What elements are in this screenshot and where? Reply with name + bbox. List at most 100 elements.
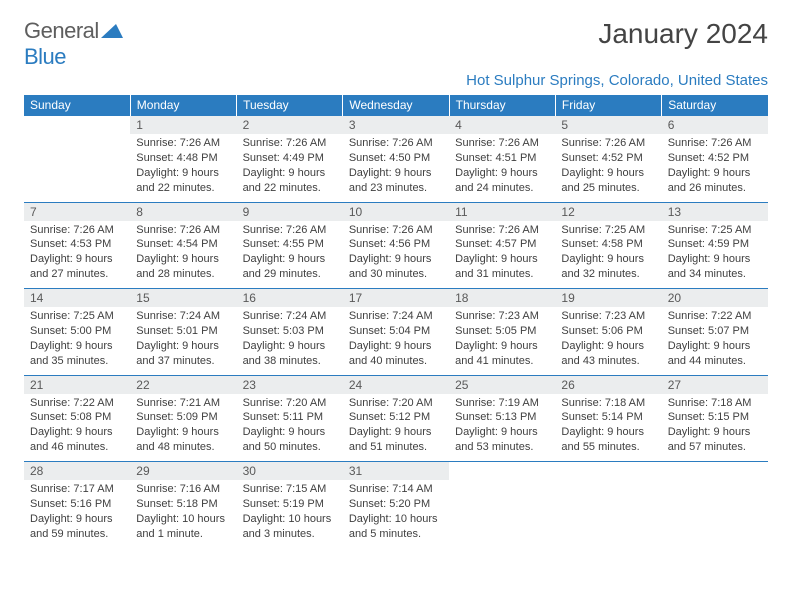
day-content-cell: Sunrise: 7:26 AMSunset: 4:52 PMDaylight:… bbox=[662, 134, 768, 202]
sunrise-line: Sunrise: 7:20 AM bbox=[349, 396, 443, 411]
sunset-line: Sunset: 5:01 PM bbox=[136, 324, 230, 339]
weekday-header: Wednesday bbox=[343, 95, 449, 116]
daylight-line: Daylight: 9 hours and 25 minutes. bbox=[561, 166, 655, 196]
weekday-header: Saturday bbox=[662, 95, 768, 116]
sunset-line: Sunset: 5:20 PM bbox=[349, 497, 443, 512]
sunrise-line: Sunrise: 7:14 AM bbox=[349, 482, 443, 497]
daylight-line: Daylight: 9 hours and 41 minutes. bbox=[455, 339, 549, 369]
daylight-line: Daylight: 9 hours and 50 minutes. bbox=[243, 425, 337, 455]
day-content-cell: Sunrise: 7:26 AMSunset: 4:54 PMDaylight:… bbox=[130, 221, 236, 289]
day-content-cell bbox=[662, 480, 768, 548]
sunset-line: Sunset: 4:51 PM bbox=[455, 151, 549, 166]
sunset-line: Sunset: 4:57 PM bbox=[455, 237, 549, 252]
day-content-cell: Sunrise: 7:23 AMSunset: 5:05 PMDaylight:… bbox=[449, 307, 555, 375]
day-content-cell: Sunrise: 7:26 AMSunset: 4:49 PMDaylight:… bbox=[237, 134, 343, 202]
day-content-cell: Sunrise: 7:24 AMSunset: 5:01 PMDaylight:… bbox=[130, 307, 236, 375]
sunrise-line: Sunrise: 7:25 AM bbox=[668, 223, 762, 238]
sunset-line: Sunset: 4:49 PM bbox=[243, 151, 337, 166]
day-content-cell: Sunrise: 7:26 AMSunset: 4:53 PMDaylight:… bbox=[24, 221, 130, 289]
sunrise-line: Sunrise: 7:18 AM bbox=[668, 396, 762, 411]
daylight-line: Daylight: 9 hours and 40 minutes. bbox=[349, 339, 443, 369]
day-number-cell: 7 bbox=[24, 202, 130, 221]
daylight-line: Daylight: 9 hours and 26 minutes. bbox=[668, 166, 762, 196]
day-number-cell: 31 bbox=[343, 462, 449, 481]
sunrise-line: Sunrise: 7:24 AM bbox=[349, 309, 443, 324]
daylight-line: Daylight: 9 hours and 32 minutes. bbox=[561, 252, 655, 282]
day-content-cell: Sunrise: 7:22 AMSunset: 5:07 PMDaylight:… bbox=[662, 307, 768, 375]
sunrise-line: Sunrise: 7:25 AM bbox=[30, 309, 124, 324]
daylight-line: Daylight: 9 hours and 22 minutes. bbox=[243, 166, 337, 196]
day-content-cell: Sunrise: 7:26 AMSunset: 4:56 PMDaylight:… bbox=[343, 221, 449, 289]
sunrise-line: Sunrise: 7:25 AM bbox=[561, 223, 655, 238]
content-row: Sunrise: 7:26 AMSunset: 4:48 PMDaylight:… bbox=[24, 134, 768, 202]
content-row: Sunrise: 7:25 AMSunset: 5:00 PMDaylight:… bbox=[24, 307, 768, 375]
calendar-table: SundayMondayTuesdayWednesdayThursdayFrid… bbox=[24, 95, 768, 548]
day-content-cell: Sunrise: 7:25 AMSunset: 4:59 PMDaylight:… bbox=[662, 221, 768, 289]
day-number-cell: 17 bbox=[343, 289, 449, 308]
day-number-cell: 23 bbox=[237, 375, 343, 394]
day-content-cell: Sunrise: 7:25 AMSunset: 5:00 PMDaylight:… bbox=[24, 307, 130, 375]
daylight-line: Daylight: 9 hours and 55 minutes. bbox=[561, 425, 655, 455]
daylight-line: Daylight: 9 hours and 53 minutes. bbox=[455, 425, 549, 455]
sunrise-line: Sunrise: 7:18 AM bbox=[561, 396, 655, 411]
daylight-line: Daylight: 9 hours and 22 minutes. bbox=[136, 166, 230, 196]
sunset-line: Sunset: 4:54 PM bbox=[136, 237, 230, 252]
daylight-line: Daylight: 9 hours and 44 minutes. bbox=[668, 339, 762, 369]
daylight-line: Daylight: 9 hours and 51 minutes. bbox=[349, 425, 443, 455]
day-number-cell: 27 bbox=[662, 375, 768, 394]
sunrise-line: Sunrise: 7:16 AM bbox=[136, 482, 230, 497]
day-number-cell: 5 bbox=[555, 116, 661, 135]
sunset-line: Sunset: 5:15 PM bbox=[668, 410, 762, 425]
daynum-row: 78910111213 bbox=[24, 202, 768, 221]
daylight-line: Daylight: 9 hours and 28 minutes. bbox=[136, 252, 230, 282]
day-content-cell: Sunrise: 7:24 AMSunset: 5:03 PMDaylight:… bbox=[237, 307, 343, 375]
sunrise-line: Sunrise: 7:22 AM bbox=[668, 309, 762, 324]
day-number-cell: 29 bbox=[130, 462, 236, 481]
sunrise-line: Sunrise: 7:26 AM bbox=[136, 223, 230, 238]
day-number-cell: 22 bbox=[130, 375, 236, 394]
sunset-line: Sunset: 5:19 PM bbox=[243, 497, 337, 512]
day-content-cell: Sunrise: 7:16 AMSunset: 5:18 PMDaylight:… bbox=[130, 480, 236, 548]
sunrise-line: Sunrise: 7:26 AM bbox=[561, 136, 655, 151]
day-content-cell: Sunrise: 7:19 AMSunset: 5:13 PMDaylight:… bbox=[449, 394, 555, 462]
daylight-line: Daylight: 9 hours and 46 minutes. bbox=[30, 425, 124, 455]
daynum-row: 21222324252627 bbox=[24, 375, 768, 394]
sunrise-line: Sunrise: 7:26 AM bbox=[136, 136, 230, 151]
sunrise-line: Sunrise: 7:15 AM bbox=[243, 482, 337, 497]
day-content-cell: Sunrise: 7:23 AMSunset: 5:06 PMDaylight:… bbox=[555, 307, 661, 375]
header: GeneralBlue January 2024 bbox=[24, 18, 768, 70]
daylight-line: Daylight: 10 hours and 1 minute. bbox=[136, 512, 230, 542]
daylight-line: Daylight: 10 hours and 5 minutes. bbox=[349, 512, 443, 542]
daylight-line: Daylight: 9 hours and 27 minutes. bbox=[30, 252, 124, 282]
content-row: Sunrise: 7:17 AMSunset: 5:16 PMDaylight:… bbox=[24, 480, 768, 548]
day-content-cell: Sunrise: 7:20 AMSunset: 5:11 PMDaylight:… bbox=[237, 394, 343, 462]
calendar-page: GeneralBlue January 2024 Hot Sulphur Spr… bbox=[0, 0, 792, 566]
sunrise-line: Sunrise: 7:21 AM bbox=[136, 396, 230, 411]
day-content-cell bbox=[449, 480, 555, 548]
sunset-line: Sunset: 5:06 PM bbox=[561, 324, 655, 339]
day-number-cell: 16 bbox=[237, 289, 343, 308]
day-number-cell bbox=[662, 462, 768, 481]
day-content-cell: Sunrise: 7:14 AMSunset: 5:20 PMDaylight:… bbox=[343, 480, 449, 548]
weekday-header: Monday bbox=[130, 95, 236, 116]
day-number-cell: 13 bbox=[662, 202, 768, 221]
daylight-line: Daylight: 9 hours and 38 minutes. bbox=[243, 339, 337, 369]
sunrise-line: Sunrise: 7:26 AM bbox=[455, 136, 549, 151]
day-number-cell: 21 bbox=[24, 375, 130, 394]
day-number-cell: 25 bbox=[449, 375, 555, 394]
sunset-line: Sunset: 4:53 PM bbox=[30, 237, 124, 252]
sunset-line: Sunset: 4:52 PM bbox=[561, 151, 655, 166]
sunrise-line: Sunrise: 7:26 AM bbox=[349, 136, 443, 151]
day-number-cell: 19 bbox=[555, 289, 661, 308]
day-number-cell: 28 bbox=[24, 462, 130, 481]
sunrise-line: Sunrise: 7:23 AM bbox=[455, 309, 549, 324]
sunrise-line: Sunrise: 7:19 AM bbox=[455, 396, 549, 411]
sunset-line: Sunset: 4:58 PM bbox=[561, 237, 655, 252]
daylight-line: Daylight: 9 hours and 35 minutes. bbox=[30, 339, 124, 369]
day-number-cell: 18 bbox=[449, 289, 555, 308]
day-number-cell: 24 bbox=[343, 375, 449, 394]
daynum-row: 123456 bbox=[24, 116, 768, 135]
day-number-cell: 20 bbox=[662, 289, 768, 308]
day-number-cell: 1 bbox=[130, 116, 236, 135]
daylight-line: Daylight: 9 hours and 48 minutes. bbox=[136, 425, 230, 455]
